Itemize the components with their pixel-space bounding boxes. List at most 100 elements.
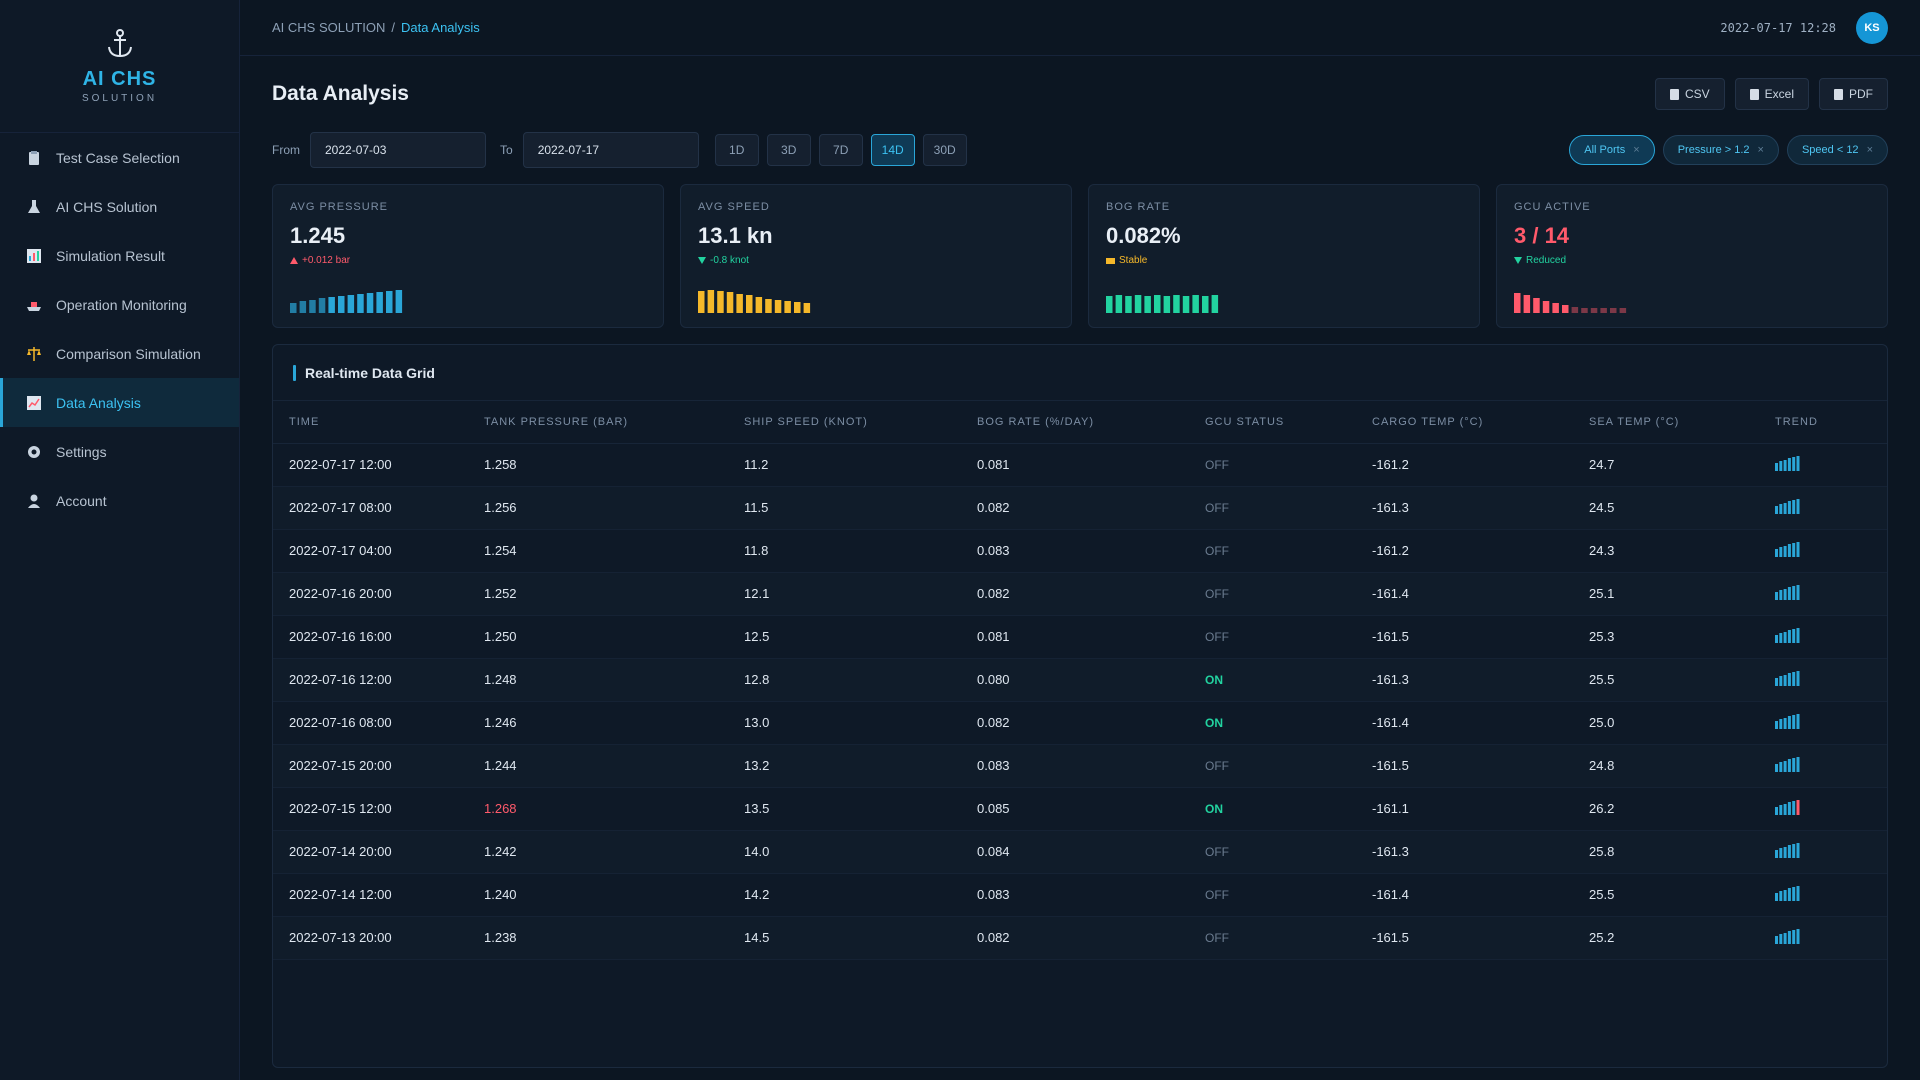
sidebar-item-account[interactable]: Account (0, 476, 239, 525)
filter-chip-all-ports[interactable]: All Ports × (1569, 135, 1655, 165)
sidebar-item-operation-monitoring[interactable]: Operation Monitoring (0, 280, 239, 329)
table-cell: -161.5 (1372, 916, 1589, 960)
sidebar-item-comparison-simulation[interactable]: Comparison Simulation (0, 329, 239, 378)
table-header-row: TIME TANK PRESSURE (BAR) SHIP SPEED (KNO… (273, 401, 1887, 444)
table-row[interactable]: 2022-07-16 16:00 1.250 12.5 0.081 OFF -161.5 2… (273, 615, 1887, 659)
column-header[interactable]: SEA TEMP (°C) (1589, 401, 1775, 444)
kpi-label: AVG SPEED (698, 201, 770, 213)
export-pdf-button[interactable]: PDF (1819, 78, 1888, 110)
table-cell: 24.3 (1589, 529, 1775, 573)
column-header[interactable]: TIME (273, 401, 484, 444)
range-1d-button[interactable]: 1D (714, 134, 759, 166)
user-icon (28, 494, 40, 508)
main-content: Data Analysis CSV Excel PDF From 2022-07… (272, 56, 1888, 1068)
kpi-card-avg-speed: AVG SPEED 13.1 kn -0.8 knot (680, 184, 1072, 328)
column-header[interactable]: TANK PRESSURE (BAR) (484, 401, 744, 444)
sparkline (698, 290, 811, 313)
table-row[interactable]: 2022-07-15 12:00 1.268 13.5 0.085 ON -161.1 26… (273, 787, 1887, 831)
table-cell: ON (1205, 701, 1372, 745)
table-cell: -161.2 (1372, 529, 1589, 573)
column-header[interactable]: SHIP SPEED (KNOT) (744, 401, 977, 444)
table-row[interactable]: 2022-07-16 08:00 1.246 13.0 0.082 ON -161.4 25… (273, 701, 1887, 745)
arrow-down-icon (698, 257, 706, 264)
sidebar-item-test-case-selection[interactable]: Test Case Selection (0, 133, 239, 182)
range-7d-button[interactable]: 7D (818, 134, 863, 166)
filter-chip-speed[interactable]: Speed < 12 × (1786, 135, 1888, 165)
chip-label: Speed < 12 (1801, 144, 1859, 156)
column-header[interactable]: CARGO TEMP (°C) (1372, 401, 1589, 444)
trend-bar (1775, 764, 1778, 772)
kpi-label: BOG RATE (1106, 201, 1171, 213)
table-row[interactable]: 2022-07-14 12:00 1.240 14.2 0.083 OFF -161.4 2… (273, 873, 1887, 917)
range-3d-button[interactable]: 3D (766, 134, 811, 166)
spark-bar (1571, 307, 1579, 313)
trend-bar (1775, 463, 1778, 471)
datetime-display: 2022-07-17 12:28 (1720, 20, 1836, 35)
grid-header: Real-time Data Grid (273, 345, 1887, 401)
spark-bar (1211, 295, 1219, 313)
table-cell: 13.0 (744, 701, 977, 745)
gear-icon (28, 445, 40, 458)
range-14d-button[interactable]: 14D (870, 134, 915, 166)
table-cell: 14.5 (744, 916, 977, 960)
export-label: Excel (1764, 87, 1794, 101)
spark-bar (1125, 296, 1132, 313)
trend-bar (1779, 805, 1783, 815)
table-row[interactable]: 2022-07-13 20:00 1.238 14.5 0.082 OFF -161.5 2… (273, 916, 1887, 960)
table-cell: 24.5 (1589, 486, 1775, 530)
close-icon[interactable]: × (1757, 144, 1764, 156)
export-excel-button[interactable]: Excel (1734, 78, 1809, 110)
table-row[interactable]: 2022-07-17 08:00 1.256 11.5 0.082 OFF -161.3 2… (273, 486, 1887, 530)
spark-bar (328, 297, 335, 313)
table-row[interactable]: 2022-07-17 04:00 1.254 11.8 0.083 OFF -161.2 2… (273, 529, 1887, 573)
trend-bar (1792, 543, 1796, 557)
trend-bar (1779, 590, 1783, 600)
sidebar-item-label: Simulation Result (56, 247, 165, 264)
trend-bar (1779, 719, 1783, 729)
table-row[interactable]: 2022-07-16 12:00 1.248 12.8 0.080 ON -161.3 25… (273, 658, 1887, 702)
table-cell: 12.5 (744, 615, 977, 659)
table-row[interactable]: 2022-07-14 20:00 1.242 14.0 0.084 OFF -161.3 2… (273, 830, 1887, 874)
spark-bar (1590, 308, 1598, 313)
trend-bar (1775, 893, 1778, 901)
table-cell: 24.8 (1589, 744, 1775, 788)
table-cell: 0.080 (977, 658, 1205, 702)
trend-bar (1779, 891, 1783, 901)
close-icon[interactable]: × (1633, 144, 1640, 156)
spark-bar (784, 301, 791, 313)
from-date-input[interactable]: 2022-07-03 (310, 132, 486, 168)
export-csv-button[interactable]: CSV (1654, 78, 1725, 110)
table-cell: 11.5 (744, 486, 977, 530)
filter-chips: All Ports × Pressure > 1.2 × Speed < 12 × (1569, 135, 1888, 165)
trend-bar (1783, 632, 1787, 643)
table-row[interactable]: 2022-07-16 20:00 1.252 12.1 0.082 OFF -161.4 2… (273, 572, 1887, 616)
avatar[interactable]: KS (1856, 11, 1888, 44)
to-label: To (500, 143, 513, 157)
trend-bar (1775, 807, 1778, 815)
kpi-card-bog-rate: BOG RATE 0.082% Stable (1088, 184, 1480, 328)
sidebar-item-simulation-result[interactable]: Simulation Result (0, 231, 239, 280)
trend-bar (1783, 718, 1787, 729)
sidebar-item-settings[interactable]: Settings (0, 427, 239, 476)
sidebar-item-data-analysis[interactable]: Data Analysis (0, 378, 239, 427)
table-row[interactable]: 2022-07-15 20:00 1.244 13.2 0.083 OFF -161.5 2… (273, 744, 1887, 788)
kpi-delta-text: +0.012 bar (302, 255, 351, 266)
range-30d-button[interactable]: 30D (922, 134, 967, 166)
column-header[interactable]: GCU STATUS (1205, 401, 1372, 444)
filter-chip-pressure[interactable]: Pressure > 1.2 × (1662, 135, 1779, 165)
column-header[interactable]: BOG RATE (%/DAY) (977, 401, 1205, 444)
to-date-input[interactable]: 2022-07-17 (522, 132, 699, 168)
kpi-value: 1.245 (290, 223, 346, 248)
table-cell: OFF (1205, 486, 1372, 530)
close-icon[interactable]: × (1866, 144, 1873, 156)
breadcrumb-root[interactable]: AI CHS SOLUTION (272, 20, 386, 35)
table-row[interactable]: 2022-07-17 12:00 1.258 11.2 0.081 OFF -161.2 2… (273, 443, 1887, 487)
table-cell: -161.3 (1372, 830, 1589, 874)
clipboard-icon (29, 150, 39, 165)
trend-bar (1783, 933, 1787, 944)
column-header[interactable]: TREND (1775, 401, 1887, 444)
trend-sparkline-icon (1775, 714, 1800, 729)
logo[interactable]: AI CHS SOLUTION (0, 0, 239, 133)
trend-bar (1796, 929, 1800, 944)
sidebar-item-ai-chs-solution[interactable]: AI CHS Solution (0, 182, 239, 231)
